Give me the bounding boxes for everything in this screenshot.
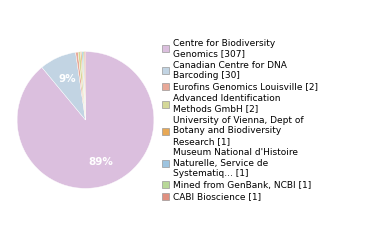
Wedge shape — [82, 52, 86, 120]
Wedge shape — [42, 52, 86, 120]
Wedge shape — [84, 52, 86, 120]
Wedge shape — [78, 52, 86, 120]
Legend: Centre for Biodiversity
Genomics [307], Canadian Centre for DNA
Barcoding [30], : Centre for Biodiversity Genomics [307], … — [161, 38, 319, 202]
Wedge shape — [76, 52, 86, 120]
Text: 9%: 9% — [59, 74, 76, 84]
Text: 89%: 89% — [88, 157, 113, 167]
Wedge shape — [17, 52, 154, 188]
Wedge shape — [81, 52, 86, 120]
Wedge shape — [83, 52, 86, 120]
